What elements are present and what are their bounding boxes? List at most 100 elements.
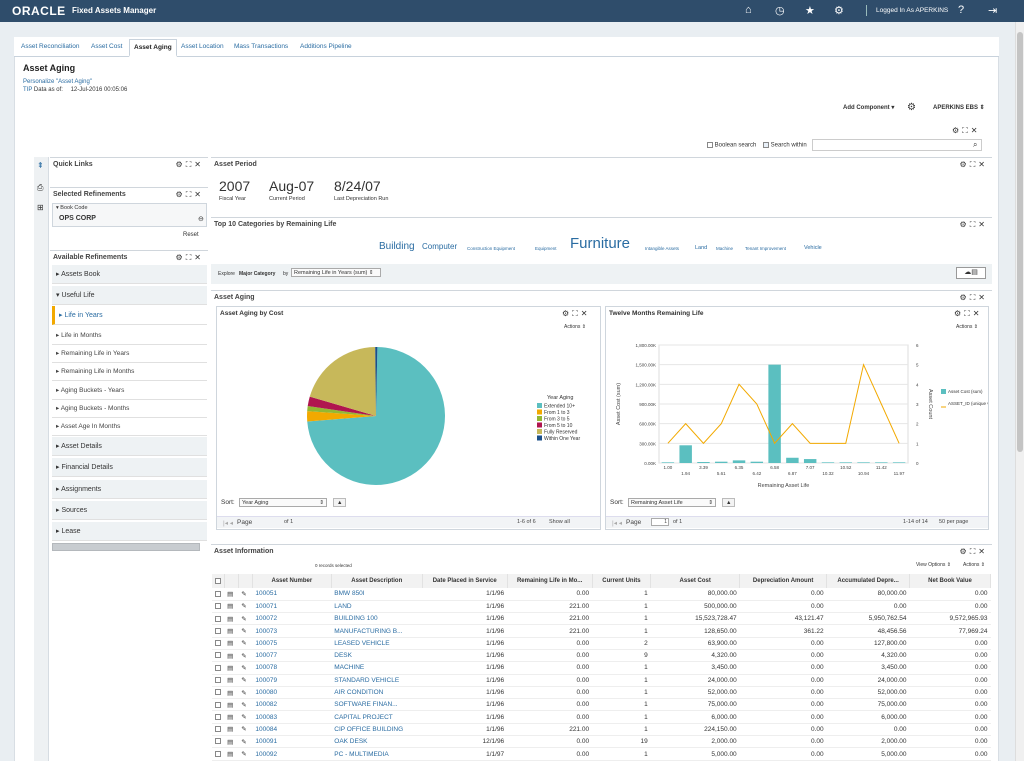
- per-page-select[interactable]: 50 per page: [939, 519, 969, 525]
- life-chart-tools[interactable]: ⚙⛶✕: [954, 309, 983, 318]
- cell-asset-description[interactable]: CAPITAL PROJECT: [331, 710, 423, 724]
- table-row[interactable]: ▤ ✎ 100091 OAK DESK 12/1/96 0.00 19 2,000.00 0.0…: [212, 735, 991, 749]
- row-edit-icon[interactable]: ✎: [238, 661, 253, 675]
- col-remaining-life[interactable]: Remaining Life in Mo...: [507, 574, 593, 588]
- refinement-asset-age-months[interactable]: ▸ Asset Age In Months: [52, 417, 207, 436]
- table-actions-menu[interactable]: Actions ⇕: [963, 562, 985, 568]
- row-checkbox[interactable]: [215, 640, 221, 647]
- personalize-link[interactable]: Personalize "Asset Aging": [23, 79, 92, 85]
- refinement-aging-buckets-years[interactable]: ▸ Aging Buckets - Years: [52, 381, 207, 400]
- refinement-financial-details[interactable]: ▸ Financial Details: [52, 458, 207, 477]
- cell-asset-number[interactable]: 100051: [252, 588, 332, 601]
- cell-asset-description[interactable]: LEASED VEHICLE: [331, 637, 423, 650]
- cell-asset-number[interactable]: 100071: [252, 600, 332, 614]
- col-asset-description[interactable]: Asset Description: [331, 574, 423, 588]
- row-select[interactable]: [212, 600, 225, 614]
- row-edit-icon[interactable]: ✎: [238, 649, 253, 663]
- row-edit-icon[interactable]: ✎: [238, 710, 253, 724]
- row-select[interactable]: [212, 710, 225, 724]
- search-icon[interactable]: ⌕: [973, 140, 978, 149]
- row-checkbox[interactable]: [215, 615, 221, 622]
- bar-3.39[interactable]: [697, 462, 710, 463]
- remove-refinement-icon[interactable]: ⊖: [198, 216, 204, 223]
- page-number-input[interactable]: 1: [651, 518, 669, 526]
- row-checkbox[interactable]: [215, 603, 221, 610]
- add-component-button[interactable]: Add Component ▾: [843, 105, 895, 111]
- tab-asset-aging[interactable]: Asset Aging: [129, 39, 177, 57]
- life-sort-select[interactable]: Remaining Asset Life ⇕: [628, 498, 716, 507]
- bar-5.61[interactable]: [715, 461, 728, 463]
- cell-asset-number[interactable]: 100078: [252, 661, 332, 675]
- row-edit-icon[interactable]: ✎: [238, 747, 253, 761]
- cell-asset-description[interactable]: PC - MULTIMEDIA: [331, 747, 423, 761]
- refinement-life-in-years[interactable]: ▸ Life in Years: [52, 306, 207, 325]
- row-edit-icon[interactable]: ✎: [238, 674, 253, 687]
- refinement-life-in-months[interactable]: ▸ Life in Months: [52, 326, 207, 345]
- table-row[interactable]: ▤ ✎ 100072 BUILDING 100 1/1/96 221.00 1 15,523,…: [212, 612, 991, 626]
- row-edit-icon[interactable]: ✎: [238, 588, 253, 601]
- cost-chart-actions[interactable]: Actions ⇕: [564, 324, 586, 330]
- recent-icon[interactable]: ◷: [775, 5, 785, 17]
- row-detail-icon[interactable]: ▤: [224, 661, 239, 675]
- table-row[interactable]: ▤ ✎ 100051 BMW 850I 1/1/96 0.00 1 80,000.00 0.00…: [212, 588, 991, 601]
- table-row[interactable]: ▤ ✎ 100084 CIP OFFICE BUILDING 1/1/96 221.00 1…: [212, 723, 991, 737]
- cell-asset-description[interactable]: DESK: [331, 649, 423, 663]
- cell-asset-number[interactable]: 100072: [252, 612, 332, 626]
- cell-asset-description[interactable]: OAK DESK: [331, 735, 423, 749]
- cell-asset-description[interactable]: MANUFACTURING B...: [331, 624, 423, 638]
- tab-asset-cost[interactable]: Asset Cost: [91, 43, 123, 50]
- life-chart-actions[interactable]: Actions ⇕: [956, 324, 978, 330]
- row-checkbox[interactable]: [215, 689, 221, 696]
- row-checkbox[interactable]: [215, 627, 221, 634]
- boolean-search-checkbox[interactable]: [707, 142, 713, 148]
- row-edit-icon[interactable]: ✎: [238, 624, 253, 638]
- top10-tools[interactable]: ⚙⛶✕: [959, 220, 988, 229]
- history-icon[interactable]: ⎙: [37, 183, 44, 192]
- row-edit-icon[interactable]: ✎: [238, 698, 253, 712]
- refinement-remaining-life-years[interactable]: ▸ Remaining Life in Years: [52, 344, 207, 363]
- bar-10.94[interactable]: [857, 462, 870, 463]
- bar-6.42[interactable]: [750, 461, 764, 463]
- row-detail-icon[interactable]: ▤: [224, 674, 239, 687]
- row-select[interactable]: [212, 637, 225, 650]
- refine-icon[interactable]: ⇞: [37, 161, 44, 170]
- row-detail-icon[interactable]: ▤: [224, 600, 239, 614]
- col-accumulated-depreciation[interactable]: Accumulated Depre...: [826, 574, 911, 588]
- cell-asset-description[interactable]: CIP OFFICE BUILDING: [331, 723, 423, 737]
- search-within-checkbox[interactable]: [763, 142, 769, 148]
- refinement-assignments[interactable]: ▸ Assignments: [52, 480, 207, 499]
- tag-equipment[interactable]: Equipment: [535, 246, 557, 251]
- cost-sort-asc-button[interactable]: ▲: [333, 498, 347, 507]
- pie-slice-from-1-to-3[interactable]: [307, 411, 376, 422]
- tag-computer[interactable]: Computer: [422, 242, 458, 251]
- row-checkbox[interactable]: [215, 664, 221, 671]
- row-detail-icon[interactable]: ▤: [224, 588, 239, 601]
- cell-asset-description[interactable]: BUILDING 100: [331, 612, 423, 626]
- row-select[interactable]: [212, 747, 225, 761]
- row-select[interactable]: [212, 588, 225, 601]
- tab-asset-reconciliation[interactable]: Asset Reconciliation: [21, 43, 80, 50]
- page-scrollbar-thumb[interactable]: [1017, 32, 1023, 452]
- table-row[interactable]: ▤ ✎ 100082 SOFTWARE FINAN... 1/1/96 0.00 1 75,0…: [212, 698, 991, 712]
- row-checkbox[interactable]: [215, 738, 221, 745]
- cell-asset-description[interactable]: BMW 850I: [331, 588, 423, 601]
- refinement-assets-book[interactable]: ▸ Assets Book: [52, 265, 207, 284]
- row-detail-icon[interactable]: ▤: [224, 649, 239, 663]
- refinement-lease[interactable]: ▸ Lease: [52, 522, 207, 541]
- row-select[interactable]: [212, 735, 225, 749]
- row-detail-icon[interactable]: ▤: [224, 686, 239, 700]
- help-icon[interactable]: ?: [958, 4, 965, 16]
- cell-asset-number[interactable]: 100080: [252, 686, 332, 700]
- table-row[interactable]: ▤ ✎ 100078 MACHINE 1/1/96 0.00 1 3,450.00 0.00 3,…: [212, 661, 991, 675]
- favorites-icon[interactable]: ★: [805, 5, 815, 17]
- row-select[interactable]: [212, 674, 225, 687]
- cell-asset-number[interactable]: 100092: [252, 747, 332, 761]
- export-icon[interactable]: ⊞: [37, 203, 44, 212]
- row-select[interactable]: [212, 649, 225, 663]
- bar-10.52[interactable]: [839, 462, 852, 463]
- refinement-remaining-life-months[interactable]: ▸ Remaining Life in Months: [52, 362, 207, 381]
- table-row[interactable]: ▤ ✎ 100083 CAPITAL PROJECT 1/1/96 0.00 1 6,000.…: [212, 710, 991, 724]
- tag-land[interactable]: Land: [695, 245, 708, 251]
- first-page-icon[interactable]: |◂ ◂: [223, 520, 234, 527]
- tag-machine[interactable]: Machine: [716, 246, 734, 251]
